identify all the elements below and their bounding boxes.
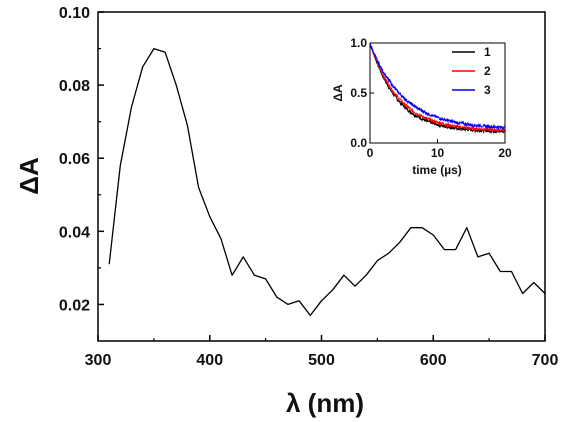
inset-legend: 1 2 3 <box>452 45 491 97</box>
y-tick-label: 0.04 <box>59 224 90 241</box>
x-tick-label: 500 <box>308 352 335 369</box>
x-axis-title: λ (nm) <box>286 388 364 418</box>
y-tick-label: 0.06 <box>59 151 90 168</box>
legend-label-2: 2 <box>484 64 491 78</box>
legend-label-3: 3 <box>484 83 491 97</box>
inset-series-line-2 <box>369 42 506 133</box>
inset-y-axis-title: ΔA <box>331 84 345 102</box>
x-tick-label: 600 <box>420 352 447 369</box>
inset-x-tick-label: 20 <box>498 146 512 160</box>
y-tick-label: 0.02 <box>59 297 90 314</box>
inset-series-group <box>369 42 506 135</box>
inset-y-tick-label: 0.0 <box>350 136 367 150</box>
inset-x-axis-title: time (µs) <box>412 163 462 177</box>
main-series-line-1 <box>108 47 546 317</box>
inset-x-tick-label: 0 <box>367 146 374 160</box>
legend-label-1: 1 <box>484 45 491 59</box>
x-tick-label: 300 <box>85 352 112 369</box>
y-axis-title: ΔA <box>14 157 44 195</box>
main-series-group <box>108 47 546 317</box>
y-tick-label: 0.08 <box>59 78 90 95</box>
inset-series-line-3 <box>369 43 506 131</box>
inset-x-tick-label: 10 <box>431 146 445 160</box>
inset-y-tick-label: 0.5 <box>350 86 367 100</box>
x-tick-label: 700 <box>532 352 559 369</box>
x-tick-label: 400 <box>196 352 223 369</box>
inset-plot: 0 10 20 0.0 0.5 1.0 1 2 3 ΔA time (µs) <box>331 36 512 177</box>
inset-y-tick-label: 1.0 <box>350 36 367 50</box>
y-tick-label: 0.10 <box>59 5 90 22</box>
inset-axis-ticks: 0 10 20 0.0 0.5 1.0 <box>350 36 512 160</box>
